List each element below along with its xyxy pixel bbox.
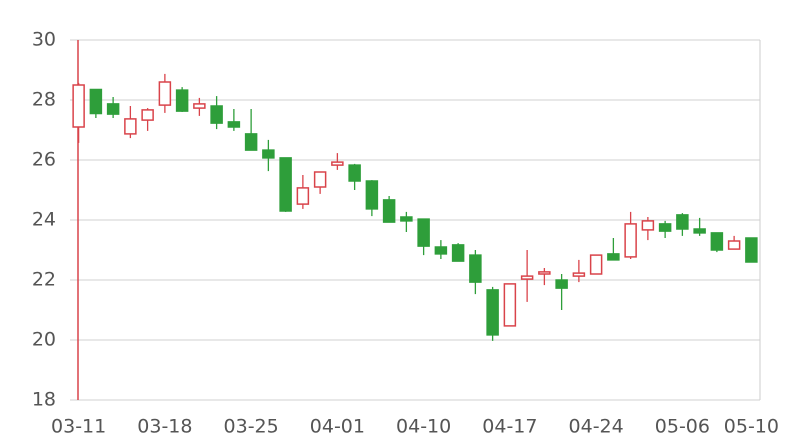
- candle-body: [227, 121, 241, 128]
- grid: [70, 39, 760, 401]
- candle-body: [658, 223, 672, 232]
- candle-body: [106, 103, 120, 115]
- y-tick-label: 18: [32, 389, 56, 411]
- x-tick-label: 03-25: [224, 416, 279, 438]
- candle-body: [175, 89, 189, 112]
- candle-body: [572, 272, 586, 277]
- candle-body: [158, 81, 172, 106]
- candle-body: [538, 271, 551, 275]
- candle-body: [72, 84, 85, 128]
- candle-body: [141, 109, 154, 121]
- candle-body: [331, 161, 344, 166]
- candle-body: [210, 105, 223, 124]
- y-tick-label: 26: [32, 149, 56, 171]
- candle-body: [607, 253, 620, 261]
- x-tick-label: 03-18: [137, 416, 192, 438]
- candle-body: [124, 118, 137, 135]
- candle-body: [555, 279, 568, 289]
- candle-body: [296, 187, 310, 205]
- y-tick-label: 30: [32, 29, 56, 51]
- candle-body: [520, 275, 534, 280]
- candle-body: [313, 171, 327, 188]
- candle-body: [486, 289, 499, 336]
- candle-body: [193, 103, 206, 109]
- x-tick-label: 05-06: [655, 416, 710, 438]
- candle-body: [727, 240, 741, 250]
- candle-body: [641, 220, 655, 231]
- candle-body: [89, 88, 103, 115]
- candle-body: [676, 214, 689, 230]
- candle-body: [244, 133, 258, 151]
- candle-body: [710, 232, 724, 251]
- x-tick-label: 03-11: [51, 416, 106, 438]
- y-tick-label: 24: [32, 209, 56, 231]
- y-tick-label: 28: [32, 89, 56, 111]
- candle-body: [451, 244, 465, 262]
- candle-body: [469, 254, 482, 283]
- candle-body: [417, 218, 430, 247]
- x-tick-label: 04-17: [482, 416, 537, 438]
- candle-body: [624, 223, 637, 258]
- candle-body: [365, 180, 379, 210]
- x-tick-label: 04-10: [396, 416, 451, 438]
- x-tick-label: 04-24: [569, 416, 624, 438]
- x-tick-label: 05-10: [724, 416, 779, 438]
- x-tick-label: 04-01: [310, 416, 365, 438]
- candle-body: [503, 283, 517, 327]
- candle-body: [348, 164, 361, 182]
- candle-body: [434, 246, 448, 255]
- candle-body: [693, 228, 706, 234]
- candles: [72, 73, 758, 341]
- y-tick-label: 20: [32, 329, 56, 351]
- candle-body: [745, 237, 758, 263]
- candle-body: [262, 149, 275, 159]
- candle-body: [279, 157, 292, 212]
- candle-body: [589, 254, 603, 275]
- candle-body: [400, 216, 413, 222]
- candle-body: [382, 199, 396, 223]
- y-tick-label: 22: [32, 269, 56, 291]
